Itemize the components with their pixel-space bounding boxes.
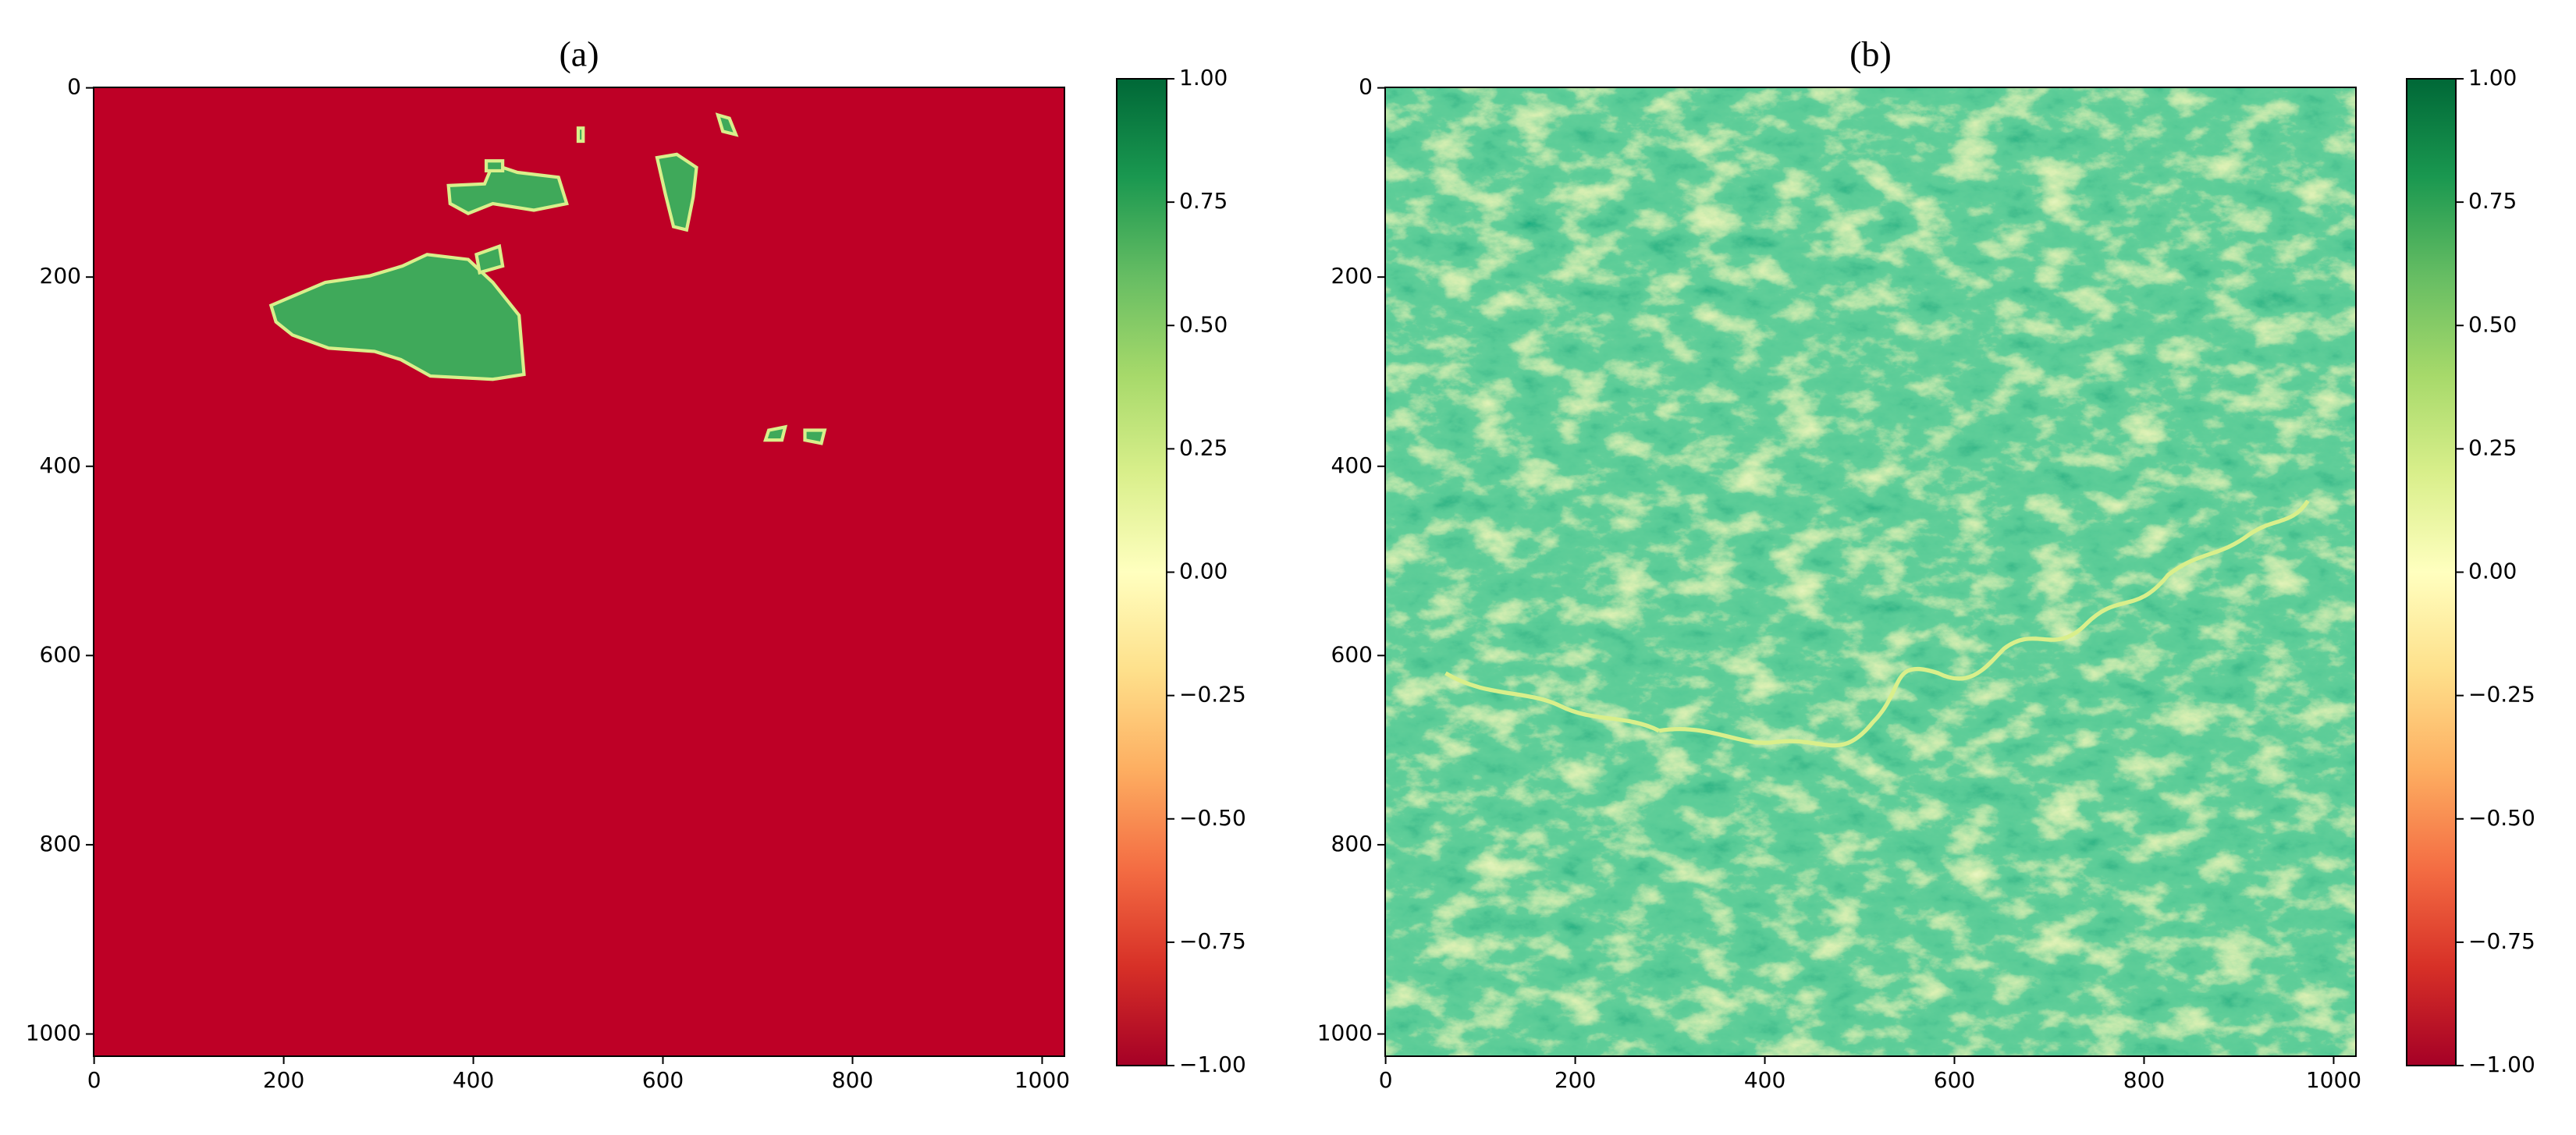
y-tick-label: 1000: [1317, 1020, 1373, 1045]
colorbar-tick-label: 0.00: [1179, 559, 1228, 584]
y-tick-label: 800: [1331, 831, 1373, 857]
y-tick-label: 400: [1331, 452, 1373, 478]
colorbar-tick-label: 0.25: [2468, 434, 2517, 460]
y-tick-label: 400: [40, 452, 81, 478]
colorbar: [1116, 78, 1167, 1066]
raster-b: [1385, 87, 2356, 1056]
y-tick-label: 600: [40, 641, 81, 667]
y-tick-label: 0: [67, 74, 81, 100]
colorbar-tick-label: 1.00: [1179, 65, 1228, 90]
colorbar-tick-label: −1.00: [1179, 1052, 1246, 1077]
x-tick-label: 400: [453, 1067, 494, 1093]
raster-a: [94, 87, 1064, 1056]
colorbar-tick-label: −0.50: [2468, 805, 2535, 831]
y-tick-label: 1000: [26, 1020, 81, 1045]
colorbar-tick-label: 0.75: [2468, 188, 2517, 214]
colorbar-tick-label: 0.50: [1179, 311, 1228, 337]
colorbar-tick-label: −1.00: [2468, 1052, 2535, 1077]
colorbar-tick-label: −0.75: [1179, 928, 1246, 954]
chart-title: (b): [1849, 34, 1892, 74]
x-tick-label: 1000: [2306, 1067, 2361, 1093]
chart-title: (a): [559, 34, 599, 74]
colorbar-tick-label: −0.25: [2468, 682, 2535, 708]
colorbar-tick-label: 0.50: [2468, 311, 2517, 337]
x-tick-label: 1000: [1014, 1067, 1070, 1093]
colorbar-tick-label: 1.00: [2468, 65, 2517, 90]
axes-frame: [1384, 87, 2357, 1057]
colorbar-tick-label: 0.75: [1179, 188, 1228, 214]
x-tick-label: 0: [1379, 1067, 1393, 1093]
colorbar-tick-label: −0.50: [1179, 805, 1246, 831]
y-tick-label: 200: [40, 263, 81, 289]
x-tick-label: 200: [1554, 1067, 1596, 1093]
x-tick-label: 600: [1934, 1067, 1975, 1093]
x-tick-label: 800: [832, 1067, 873, 1093]
y-tick-label: 200: [1331, 263, 1373, 289]
x-tick-label: 200: [263, 1067, 304, 1093]
colorbar-tick-label: 0.25: [1179, 434, 1228, 460]
y-tick-label: 800: [40, 831, 81, 857]
x-tick-label: 800: [2123, 1067, 2165, 1093]
y-tick-label: 600: [1331, 641, 1373, 667]
y-tick-label: 0: [1359, 74, 1373, 100]
x-tick-label: 0: [87, 1067, 101, 1093]
colorbar-tick-label: 0.00: [2468, 559, 2517, 584]
colorbar-tick-label: −0.25: [1179, 682, 1246, 708]
x-tick-label: 600: [642, 1067, 684, 1093]
colorbar: [2406, 78, 2457, 1066]
x-tick-label: 400: [1744, 1067, 1785, 1093]
colorbar-tick-label: −0.75: [2468, 928, 2535, 954]
axes-frame: [93, 87, 1065, 1057]
